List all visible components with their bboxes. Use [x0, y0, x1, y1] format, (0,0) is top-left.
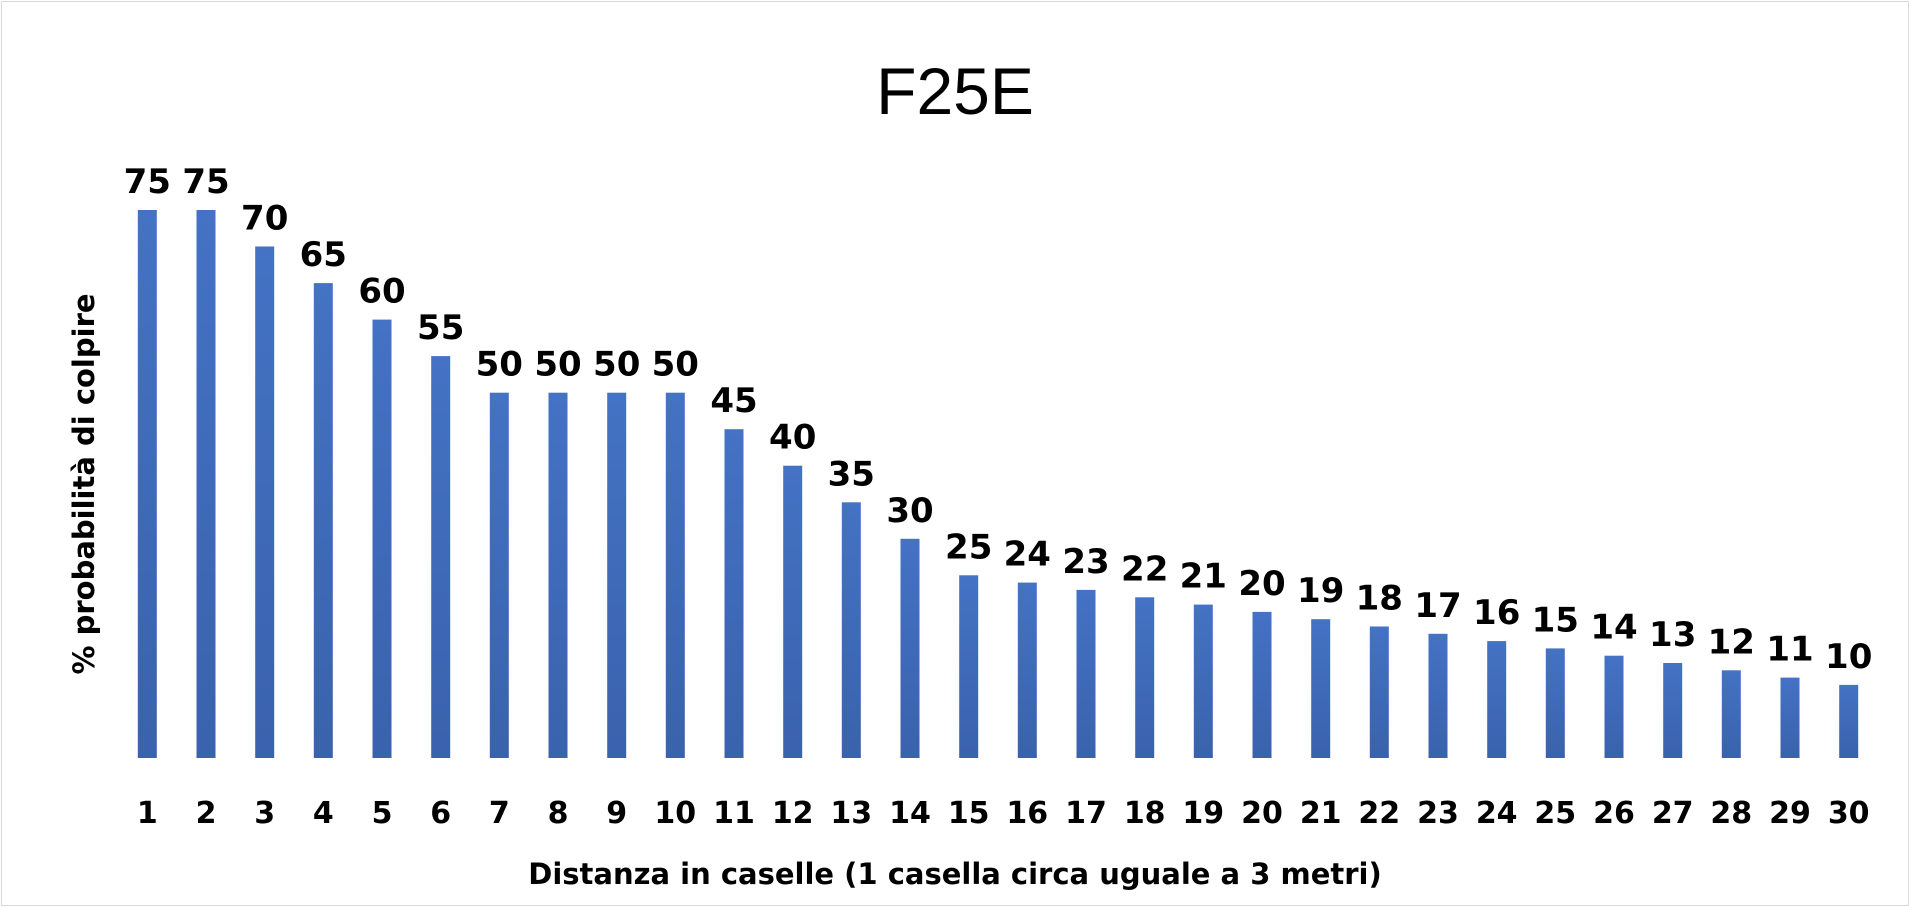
x-tick-label-12: 12 [772, 796, 814, 831]
data-label-16: 24 [1004, 535, 1051, 575]
bar-16 [1017, 582, 1037, 758]
x-tick-label-17: 17 [1065, 796, 1107, 831]
bar-24 [1487, 641, 1507, 758]
bar-10 [665, 392, 685, 758]
data-label-30: 10 [1825, 637, 1872, 677]
bar-6 [431, 356, 451, 758]
data-label-18: 22 [1121, 549, 1168, 589]
bar-15 [959, 575, 979, 758]
bar-14 [900, 538, 920, 758]
data-label-19: 21 [1180, 557, 1227, 597]
x-tick-label-16: 16 [1006, 796, 1048, 831]
x-tick-label-29: 29 [1769, 796, 1811, 831]
data-label-23: 17 [1414, 586, 1461, 626]
x-tick-label-8: 8 [548, 796, 569, 831]
x-tick-label-20: 20 [1241, 796, 1283, 831]
bar-22 [1369, 626, 1389, 758]
x-tick-label-2: 2 [196, 796, 217, 831]
x-tick-label-15: 15 [948, 796, 990, 831]
data-label-20: 20 [1238, 564, 1285, 604]
data-label-9: 50 [593, 345, 640, 385]
bar-4 [313, 283, 333, 758]
bar-8 [548, 392, 568, 758]
x-tick-label-30: 30 [1828, 796, 1870, 831]
x-tick-labels-group: 1 2 3 4 5 6 7 8 9 10 11 12 13 14 15 16 17 18 19 20 21 22 23 24 2… [137, 796, 1870, 831]
bar-17 [1076, 589, 1096, 758]
bar-27 [1663, 663, 1683, 758]
bar-21 [1311, 619, 1331, 758]
bar-26 [1604, 655, 1624, 758]
data-label-10: 50 [652, 345, 699, 385]
bar-28 [1721, 670, 1741, 758]
x-tick-label-11: 11 [713, 796, 755, 831]
x-tick-label-28: 28 [1710, 796, 1752, 831]
data-label-12: 40 [769, 418, 816, 458]
data-label-21: 19 [1297, 571, 1344, 611]
x-tick-label-10: 10 [654, 796, 696, 831]
x-tick-label-24: 24 [1476, 796, 1518, 831]
bar-23 [1428, 633, 1448, 758]
x-tick-label-3: 3 [254, 796, 275, 831]
data-labels-group: 75 75 70 65 60 55 50 50 50 50 45 40 35 30 25 24 23 22 21 20… [124, 162, 1873, 677]
x-tick-label-1: 1 [137, 796, 158, 831]
data-label-1: 75 [124, 162, 171, 202]
bar-12 [783, 465, 803, 758]
bar-30 [1839, 684, 1859, 758]
x-tick-label-18: 18 [1124, 796, 1166, 831]
bar-19 [1193, 604, 1213, 758]
x-tick-label-6: 6 [430, 796, 451, 831]
bar-2 [196, 210, 216, 758]
y-axis-title: % probabilità di colpire [67, 293, 101, 674]
bar-20 [1252, 611, 1272, 758]
bar-7 [489, 392, 509, 758]
x-tick-label-26: 26 [1593, 796, 1635, 831]
data-label-28: 12 [1708, 622, 1755, 662]
bar-18 [1135, 597, 1155, 758]
bar-29 [1780, 677, 1800, 758]
data-label-14: 30 [886, 491, 933, 531]
bar-3 [255, 246, 275, 758]
data-label-17: 23 [1062, 542, 1109, 582]
x-tick-label-5: 5 [372, 796, 393, 831]
data-label-22: 18 [1356, 579, 1403, 619]
x-tick-label-19: 19 [1182, 796, 1224, 831]
data-label-11: 45 [710, 381, 757, 421]
data-label-5: 60 [358, 272, 405, 312]
bar-9 [607, 392, 627, 758]
data-label-2: 75 [182, 162, 229, 202]
data-label-25: 15 [1532, 600, 1579, 640]
data-label-15: 25 [945, 527, 992, 567]
data-label-7: 50 [476, 345, 523, 385]
x-tick-label-9: 9 [606, 796, 627, 831]
x-tick-label-23: 23 [1417, 796, 1459, 831]
data-label-6: 55 [417, 308, 464, 348]
bar-11 [724, 429, 744, 758]
x-tick-label-21: 21 [1300, 796, 1342, 831]
x-tick-label-13: 13 [830, 796, 872, 831]
data-label-8: 50 [534, 345, 581, 385]
x-tick-label-25: 25 [1534, 796, 1576, 831]
bars-group [137, 210, 1859, 758]
bar-25 [1545, 648, 1565, 758]
data-label-27: 13 [1649, 615, 1696, 655]
bar-13 [841, 502, 861, 758]
x-tick-label-7: 7 [489, 796, 510, 831]
chart-title: F25E [876, 54, 1034, 128]
x-tick-label-22: 22 [1358, 796, 1400, 831]
data-label-13: 35 [828, 454, 875, 494]
data-label-4: 65 [300, 235, 347, 275]
x-tick-label-14: 14 [889, 796, 931, 831]
data-label-3: 70 [241, 199, 288, 239]
bar-1 [137, 210, 157, 758]
data-label-29: 11 [1766, 630, 1813, 670]
data-label-24: 16 [1473, 593, 1520, 633]
x-axis-title: Distanza in caselle (1 casella circa ugu… [528, 857, 1381, 891]
data-label-26: 14 [1590, 608, 1637, 648]
x-tick-label-4: 4 [313, 796, 334, 831]
bar-5 [372, 319, 392, 758]
x-tick-label-27: 27 [1652, 796, 1694, 831]
